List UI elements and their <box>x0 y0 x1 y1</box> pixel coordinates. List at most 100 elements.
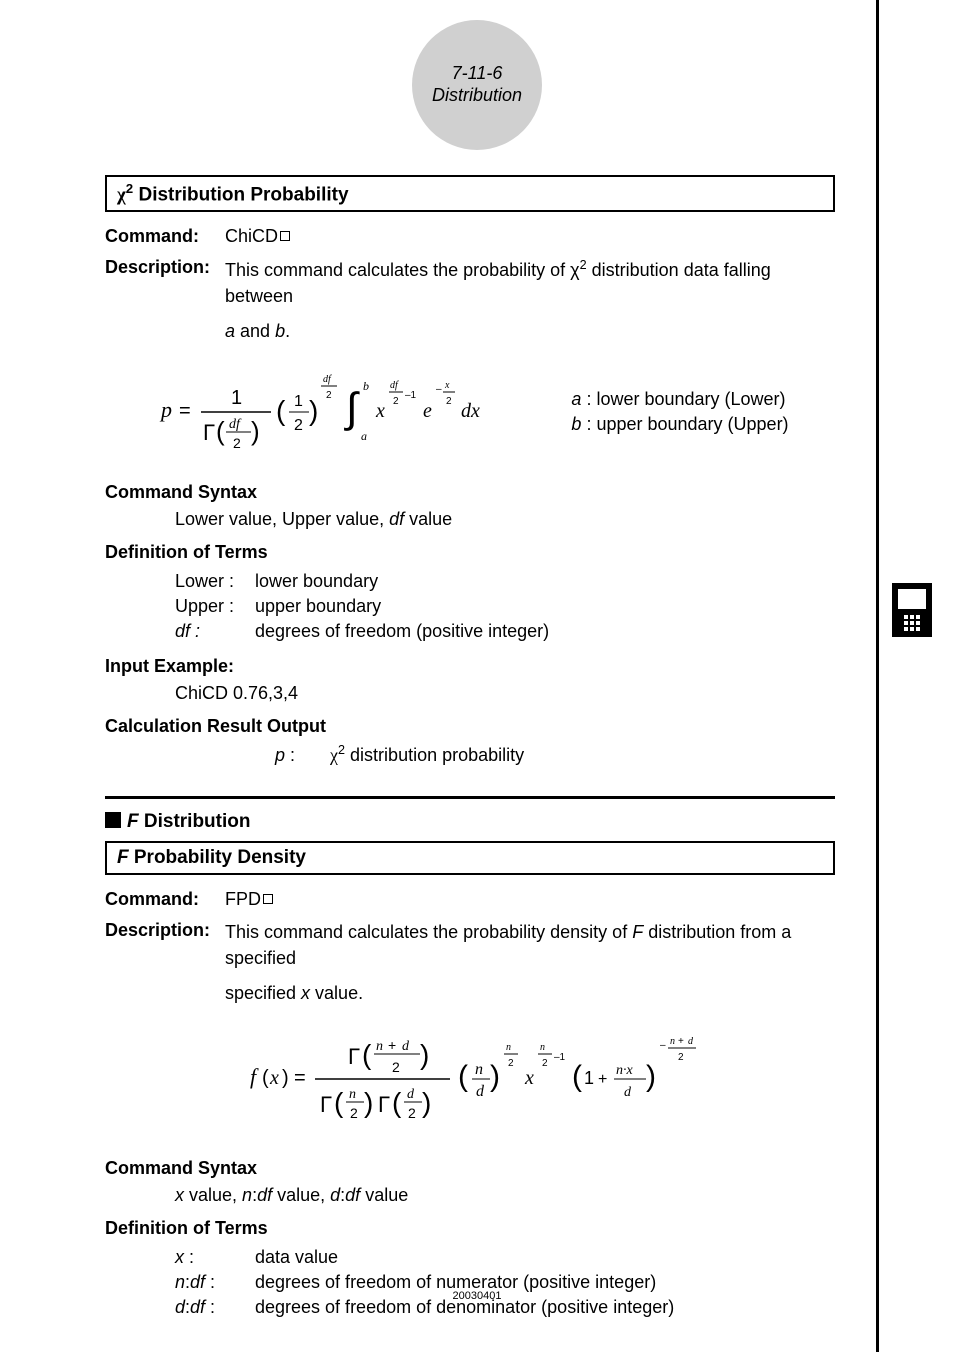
svg-text:x: x <box>444 380 450 391</box>
svg-text:(: ( <box>334 1087 344 1118</box>
chi2-command-value: ChiCD <box>225 226 290 247</box>
f-command-value: FPD <box>225 889 273 910</box>
svg-text:f: f <box>250 1064 259 1089</box>
svg-text:dx: dx <box>461 400 480 422</box>
cursor-box-icon <box>263 894 273 904</box>
svg-text:Γ: Γ <box>203 420 215 445</box>
page-content: χ2 Distribution Probability Command: Chi… <box>105 175 835 1321</box>
f-desc-label: Description: <box>105 920 225 970</box>
output-p-symbol: p <box>275 745 285 765</box>
f-dist-suffix: Distribution <box>139 811 251 832</box>
svg-text:=: = <box>179 400 191 422</box>
svg-text:df: df <box>229 417 242 432</box>
f-syntax-text: x value, n:df value, d:df value <box>175 1185 835 1206</box>
svg-text:x: x <box>375 400 385 422</box>
note-a-symbol: a <box>571 389 581 409</box>
svg-text:n: n <box>475 1061 483 1078</box>
svg-text:(: ( <box>458 1060 468 1093</box>
f-term-ddf-k: d:df : <box>175 1295 255 1320</box>
chi2-desc-text: This command calculates the probability … <box>225 257 835 308</box>
chi2-command-label: Command: <box>105 226 225 247</box>
svg-text:(: ( <box>362 1039 372 1070</box>
svg-text:(: ( <box>572 1060 582 1093</box>
svg-text:e: e <box>423 400 432 422</box>
chi2-output-row: p : χ2 distribution probability <box>275 743 835 766</box>
f-description: Description: This command calculates the… <box>105 920 835 1006</box>
chi2-term-df-v: degrees of freedom (positive integer) <box>255 619 549 644</box>
svg-text:p: p <box>159 397 172 422</box>
svg-text:): ) <box>282 1067 289 1089</box>
chi2-and: and <box>235 321 275 341</box>
svg-text:n·x: n·x <box>616 1063 634 1078</box>
chi2-term-df-k: df : <box>175 619 255 644</box>
svg-text:2: 2 <box>408 1105 416 1121</box>
f-term-ddf: d:df : degrees of freedom of denominator… <box>175 1295 835 1320</box>
svg-text:–1: –1 <box>405 390 417 401</box>
chi2-term-df: df : degrees of freedom (positive intege… <box>175 619 835 644</box>
svg-text:d: d <box>402 1039 410 1054</box>
svg-text:df: df <box>390 380 399 391</box>
chi2-description: Description: This command calculates the… <box>105 257 835 344</box>
svg-text:2: 2 <box>326 390 332 401</box>
output-p-text: distribution probability <box>345 745 524 765</box>
chi2-period: . <box>285 321 290 341</box>
chi2-box-heading: χ2 Distribution Probability <box>105 175 835 212</box>
f-box-heading: F Probability Density <box>105 841 835 875</box>
calculator-icon <box>892 583 932 637</box>
chi2-formula-row: p = 1 Γ ( df 2 ) ( 1 2 ) df 2 <box>105 362 835 462</box>
f-syntax-head: Command Syntax <box>105 1158 835 1179</box>
svg-text:2: 2 <box>542 1058 548 1069</box>
page-right-border <box>876 0 879 1352</box>
svg-text:): ) <box>364 1087 373 1118</box>
chi-symbol: χ <box>117 184 126 205</box>
svg-text:x: x <box>269 1067 279 1089</box>
chi2-title-suffix: Distribution Probability <box>133 184 348 205</box>
chi2-b: b <box>275 321 285 341</box>
svg-text:n: n <box>540 1042 545 1053</box>
svg-text:): ) <box>251 416 260 446</box>
page-header-circle: 7-11-6 Distribution <box>412 20 542 150</box>
svg-text:(: ( <box>216 416 225 446</box>
svg-text:): ) <box>309 395 318 426</box>
f-term-ndf: n:df : degrees of freedom of numerator (… <box>175 1270 835 1295</box>
f-x: x <box>301 983 310 1003</box>
svg-text:+: + <box>598 1071 607 1088</box>
chi2-command-row: Command: ChiCD <box>105 226 835 247</box>
header-page-number: 7-11-6 <box>452 63 503 85</box>
f-terms-head: Definition of Terms <box>105 1218 835 1239</box>
svg-text:Γ: Γ <box>348 1044 360 1069</box>
svg-text:2: 2 <box>350 1105 358 1121</box>
svg-text:2: 2 <box>678 1052 684 1063</box>
svg-text:+: + <box>388 1037 396 1053</box>
chi2-syntax-text: Lower value, Upper value, df value <box>175 509 835 530</box>
chi2-terms-head: Definition of Terms <box>105 542 835 563</box>
svg-text:2: 2 <box>233 435 241 451</box>
svg-text:n: n <box>506 1042 511 1053</box>
svg-text:): ) <box>420 1039 429 1070</box>
footer-number: 20030401 <box>453 1290 502 1302</box>
f-dist-prefix: F <box>127 811 139 832</box>
svg-text:–: – <box>660 1040 666 1051</box>
svg-text:n: n <box>349 1087 356 1102</box>
chi2-term-lower: Lower : lower boundary <box>175 569 835 594</box>
chi2-desc-label: Description: <box>105 257 225 308</box>
svg-text:n: n <box>670 1036 675 1047</box>
note-b-symbol: b <box>571 414 581 434</box>
f-desc-text: This command calculates the probability … <box>225 920 835 970</box>
chi2-syntax-head: Command Syntax <box>105 482 835 503</box>
svg-text:2: 2 <box>294 417 303 434</box>
svg-text:=: = <box>294 1067 306 1089</box>
svg-text:d: d <box>624 1085 632 1100</box>
svg-text:d: d <box>688 1036 694 1047</box>
f-distribution-heading: F Distribution <box>105 811 835 833</box>
f-formula: f ( x ) = Γ ( n + d 2 ) Γ ( n 2 ) Γ ( <box>105 1024 835 1134</box>
f-term-ndf-k: n:df : <box>175 1270 255 1295</box>
chi2-output-head: Calculation Result Output <box>105 716 835 737</box>
f-term-x-v: data value <box>255 1245 338 1270</box>
section-divider <box>105 796 835 799</box>
chi2-formula: p = 1 Γ ( df 2 ) ( 1 2 ) df 2 <box>151 362 511 462</box>
svg-text:Γ: Γ <box>378 1092 390 1117</box>
svg-text:1: 1 <box>231 387 242 409</box>
note-b-text: : upper boundary (Upper) <box>581 414 788 434</box>
chi2-term-lower-v: lower boundary <box>255 569 378 594</box>
